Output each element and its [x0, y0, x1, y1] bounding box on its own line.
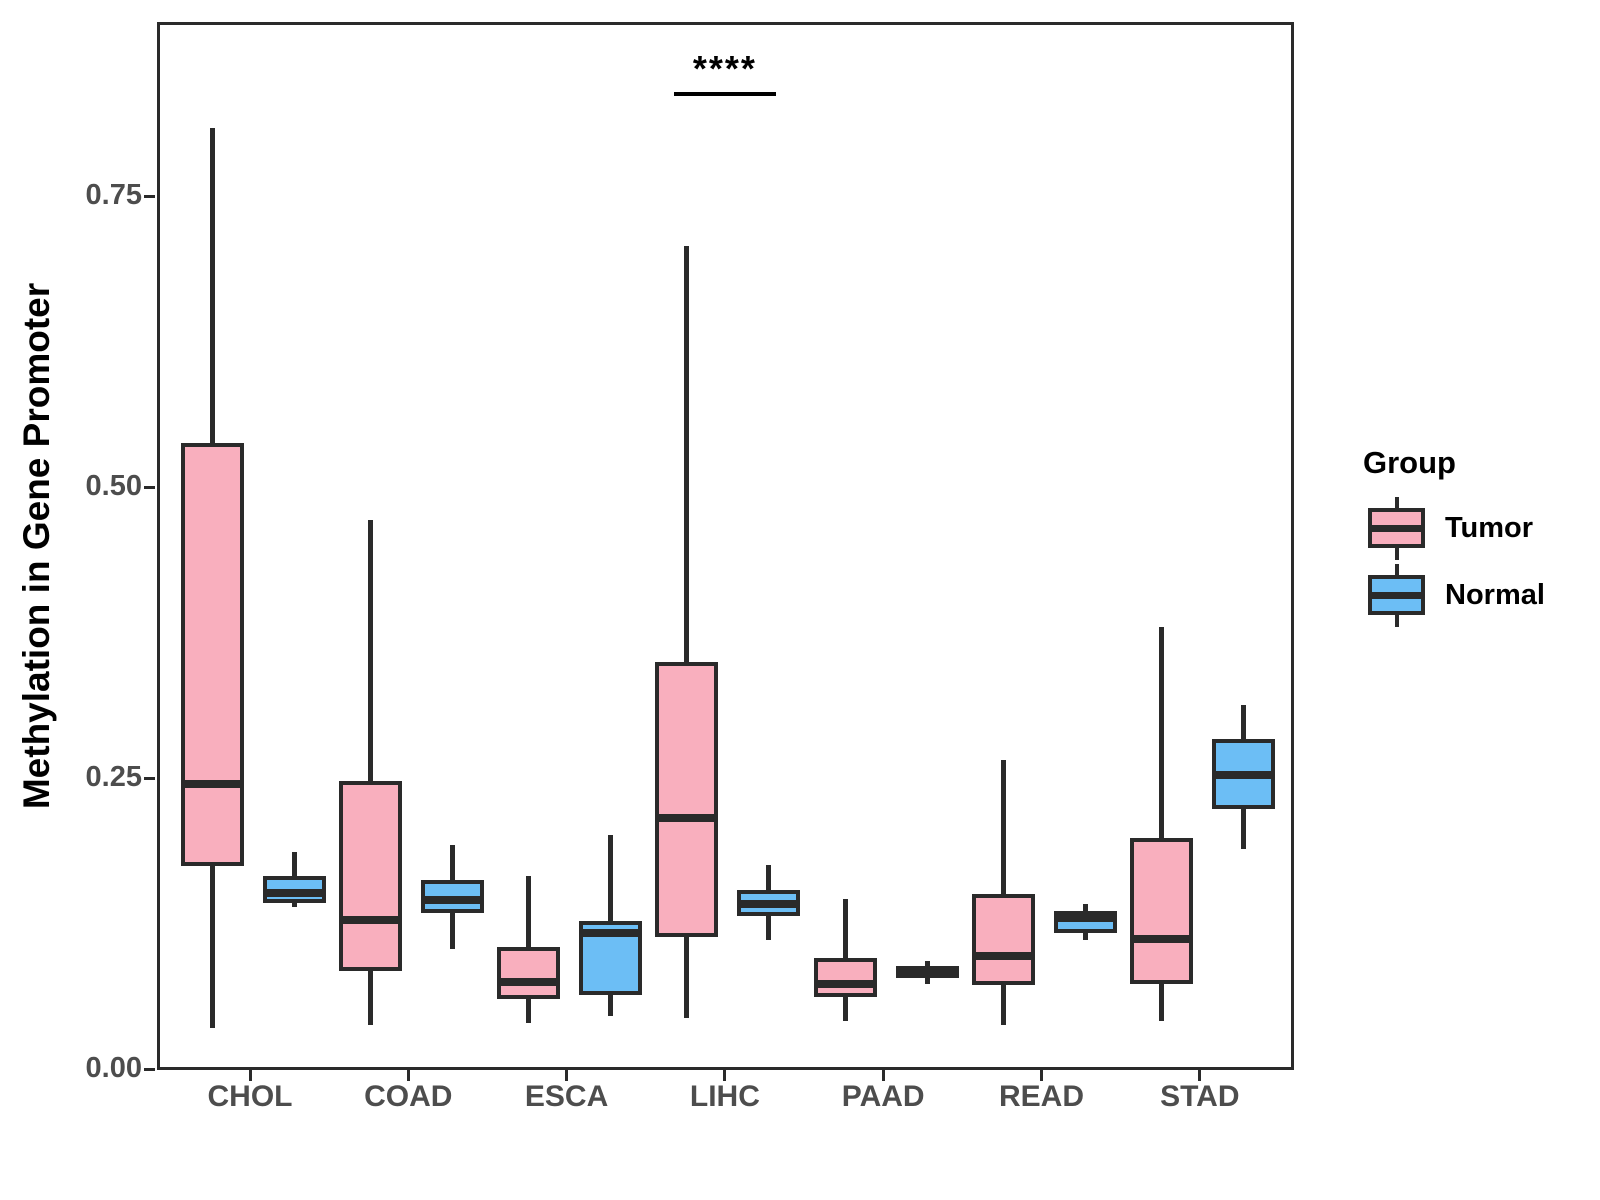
significance-stars: ****	[692, 47, 757, 89]
median-lihc-normal	[737, 900, 801, 909]
median-coad-normal	[420, 895, 484, 904]
median-coad-tumor	[338, 915, 402, 924]
legend-key-median	[1368, 592, 1425, 599]
whisker-coad-tumor	[367, 520, 373, 1026]
y-tick-mark	[144, 194, 155, 198]
median-stad-tumor	[1130, 935, 1194, 944]
legend: Group Tumor Normal	[1330, 445, 1590, 629]
x-tick-label-stad: STAD	[1160, 1080, 1240, 1113]
legend-label-normal: Normal	[1445, 579, 1545, 611]
median-chol-normal	[262, 888, 326, 897]
median-chol-tumor	[180, 780, 244, 789]
legend-label-tumor: Tumor	[1445, 512, 1534, 544]
legend-key-tumor-icon	[1368, 495, 1425, 562]
legend-key-normal-icon	[1368, 562, 1425, 629]
box-read-tumor	[972, 893, 1035, 985]
x-tick-label-paad: PAAD	[841, 1080, 925, 1113]
y-tick-label: 0.00	[85, 1052, 142, 1084]
significance-bracket-line	[673, 91, 776, 96]
median-paad-tumor	[813, 979, 877, 988]
x-tick-mark	[565, 1070, 569, 1081]
median-read-tumor	[972, 951, 1035, 960]
x-tick-mark	[723, 1070, 727, 1081]
box-esca-tumor	[497, 947, 561, 999]
legend-item-tumor: Tumor	[1330, 495, 1590, 562]
x-tick-mark	[881, 1070, 885, 1081]
box-chol-tumor	[180, 443, 244, 866]
y-tick-mark	[144, 485, 155, 489]
legend-title: Group	[1363, 445, 1456, 480]
y-tick-label: 0.75	[85, 179, 142, 211]
y-tick-label: 0.25	[85, 761, 142, 793]
box-lihc-tumor	[655, 662, 719, 937]
whisker-read-tumor	[1001, 760, 1006, 1026]
x-tick-label-lihc: LIHC	[689, 1080, 760, 1113]
x-tick-label-esca: ESCA	[524, 1080, 609, 1113]
x-tick-mark	[1040, 1070, 1043, 1081]
median-read-normal	[1054, 914, 1117, 923]
x-tick-label-coad: COAD	[364, 1080, 453, 1113]
x-tick-label-chol: CHOL	[207, 1080, 293, 1113]
x-tick-label-read: READ	[998, 1080, 1084, 1113]
x-tick-mark	[1198, 1070, 1202, 1081]
plot-panel	[157, 22, 1294, 1070]
y-tick-mark	[144, 1067, 155, 1071]
whisker-stad-tumor	[1159, 627, 1165, 1021]
median-esca-normal	[579, 929, 643, 938]
y-tick-mark	[144, 776, 155, 780]
legend-key-median	[1368, 525, 1425, 532]
median-esca-tumor	[497, 978, 561, 987]
x-tick-mark	[406, 1070, 410, 1081]
median-stad-normal	[1212, 771, 1276, 780]
box-coad-tumor	[338, 781, 402, 971]
median-paad-normal	[895, 967, 959, 976]
x-tick-mark	[248, 1070, 252, 1081]
box-stad-tumor	[1130, 838, 1194, 984]
legend-item-normal: Normal	[1330, 562, 1590, 629]
y-tick-label: 0.50	[85, 470, 142, 502]
median-lihc-tumor	[655, 814, 719, 823]
box-paad-tumor	[813, 957, 877, 998]
whisker-lihc-tumor	[684, 245, 690, 1019]
